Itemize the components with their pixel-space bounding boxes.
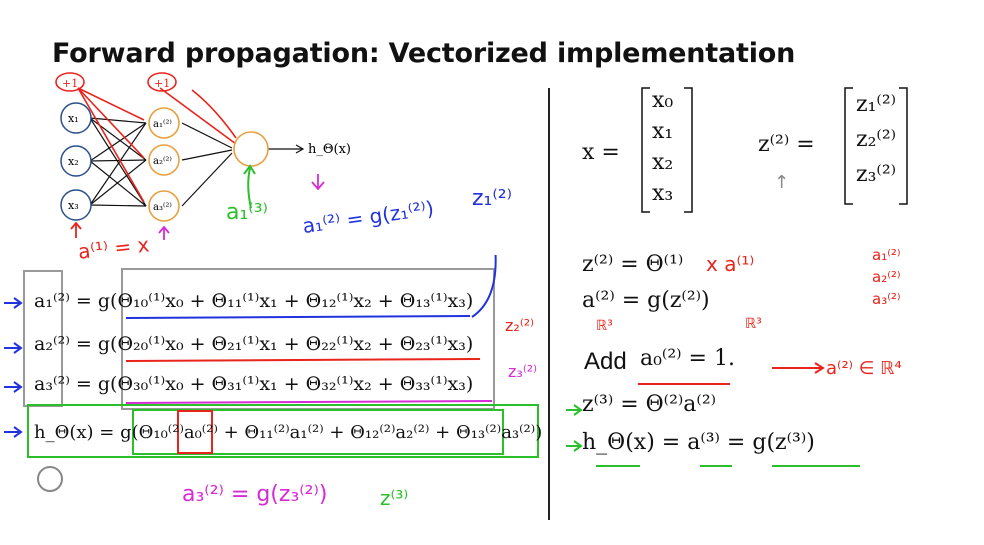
vector-x-lhs: x = xyxy=(582,140,620,165)
vector-x-brackets xyxy=(641,87,693,213)
arrow-up-icon: ↑ xyxy=(774,172,790,193)
note-z3: z⁽³⁾ xyxy=(380,486,409,510)
equation-z3: z⁽³⁾ = Θ⁽²⁾a⁽²⁾ xyxy=(582,392,717,417)
equation-h: h_Θ(x) = g(Θ₁₀⁽²⁾a₀⁽²⁾ + Θ₁₁⁽²⁾a₁⁽²⁾ + Θ… xyxy=(34,422,543,443)
bias-label-input: +1 xyxy=(62,77,78,90)
node-x3: x₃ xyxy=(68,199,79,212)
equation-h-final: h_Θ(x) = a⁽³⁾ = g(z⁽³⁾) xyxy=(582,430,815,455)
vector-z2: z₂⁽²⁾ xyxy=(856,127,897,152)
node-x1: x₁ xyxy=(68,112,79,125)
node-x2: x₂ xyxy=(68,155,79,168)
note-a-stack: a₁⁽²⁾ a₂⁽²⁾ a₃⁽²⁾ xyxy=(872,246,901,308)
equation-add-bias: a₀⁽²⁾ = 1. xyxy=(640,346,735,371)
note-r3-a: ℝ³ xyxy=(596,318,613,334)
equation-a2: a₂⁽²⁾ = g(Θ₂₀⁽¹⁾x₀ + Θ₂₁⁽¹⁾x₁ + Θ₂₂⁽¹⁾x₂… xyxy=(34,333,474,355)
equation-a2: a⁽²⁾ = g(z⁽²⁾) xyxy=(582,288,710,313)
note-z1-2: z₁⁽²⁾ xyxy=(472,186,512,211)
output-label: h_Θ(x) xyxy=(308,142,351,157)
vector-z1: z₁⁽²⁾ xyxy=(856,92,897,117)
equation-boxes xyxy=(4,255,539,492)
vector-z-brackets xyxy=(844,87,908,205)
note-z3-2: z₃⁽²⁾ xyxy=(508,362,538,381)
vector-x1: x₁ xyxy=(652,119,674,144)
divider-line xyxy=(548,88,550,520)
note-a3-1: a₁⁽³⁾ xyxy=(226,200,268,225)
vector-x2: x₂ xyxy=(652,150,674,175)
node-a2: a₂⁽²⁾ xyxy=(153,156,172,167)
note-a3-2-def: a₃⁽²⁾ = g(z₃⁽²⁾) xyxy=(182,482,328,507)
slide-title: Forward propagation: Vectorized implemen… xyxy=(52,38,796,69)
vector-z3: z₃⁽²⁾ xyxy=(856,162,897,187)
node-a1: a₁⁽²⁾ xyxy=(153,119,172,130)
vector-x0: x₀ xyxy=(652,88,674,113)
note-z2-2: z₂⁽²⁾ xyxy=(505,316,535,335)
bias-label-hidden: +1 xyxy=(154,77,170,90)
vector-x3: x₃ xyxy=(652,181,674,206)
note-r3-b: ℝ³ xyxy=(745,316,762,332)
note-z2-hand: x a⁽¹⁾ xyxy=(706,252,755,276)
vector-z-lhs: z⁽²⁾ = xyxy=(758,132,815,157)
add-word: Add xyxy=(584,348,627,375)
node-a3: a₃⁽²⁾ xyxy=(153,202,172,213)
note-a2-r4: a⁽²⁾ ∈ ℝ⁴ xyxy=(826,358,902,379)
right-annotations xyxy=(566,362,860,467)
equation-a1: a₁⁽²⁾ = g(Θ₁₀⁽¹⁾x₀ + Θ₁₁⁽¹⁾x₁ + Θ₁₂⁽¹⁾x₂… xyxy=(34,290,474,312)
equation-z2: z⁽²⁾ = Θ⁽¹⁾ xyxy=(582,252,684,277)
equation-a3: a₃⁽²⁾ = g(Θ₃₀⁽¹⁾x₀ + Θ₃₁⁽¹⁾x₁ + Θ₃₂⁽¹⁾x₂… xyxy=(34,373,474,395)
network-diagram: +1 +1 x₁ x₂ x₃ a₁⁽²⁾ a₂⁽²⁾ a₃⁽²⁾ h_Θ(x) xyxy=(55,72,351,240)
